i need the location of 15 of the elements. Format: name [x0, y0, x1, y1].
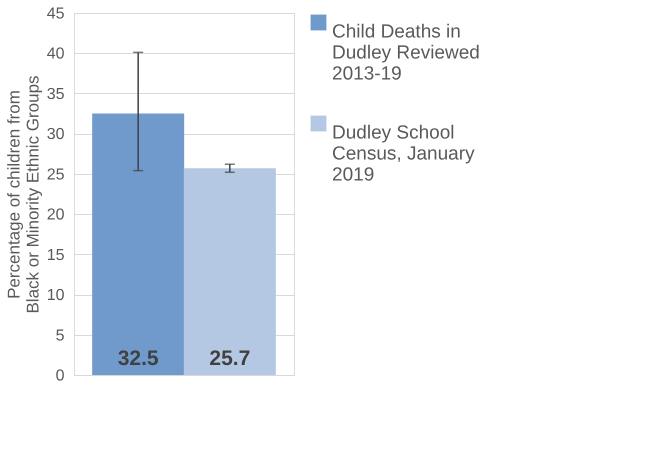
- y-tick-label: 45: [46, 6, 65, 22]
- y-tick-label: 10: [46, 287, 65, 304]
- y-tick-label: 30: [46, 126, 65, 144]
- y-tick-label: 0: [56, 368, 65, 384]
- legend-label: Dudley School Census, January 2019: [332, 122, 476, 186]
- y-tick-label: 35: [46, 86, 65, 103]
- legend-label: Child Deaths in Dudley Reviewed 2013-19: [332, 22, 480, 84]
- y-tick-label: 25: [46, 166, 65, 184]
- y-axis-title: Percentage of children from Black or Minority Ethnic Groups: [4, 75, 43, 314]
- data-label: 25.7: [209, 347, 250, 370]
- data-label: 32.5: [118, 347, 159, 370]
- y-tick-label: 5: [56, 327, 65, 344]
- y-tick-label: 20: [46, 206, 65, 224]
- y-tick-label: 15: [46, 246, 65, 264]
- y-tick-label: 40: [46, 46, 65, 63]
